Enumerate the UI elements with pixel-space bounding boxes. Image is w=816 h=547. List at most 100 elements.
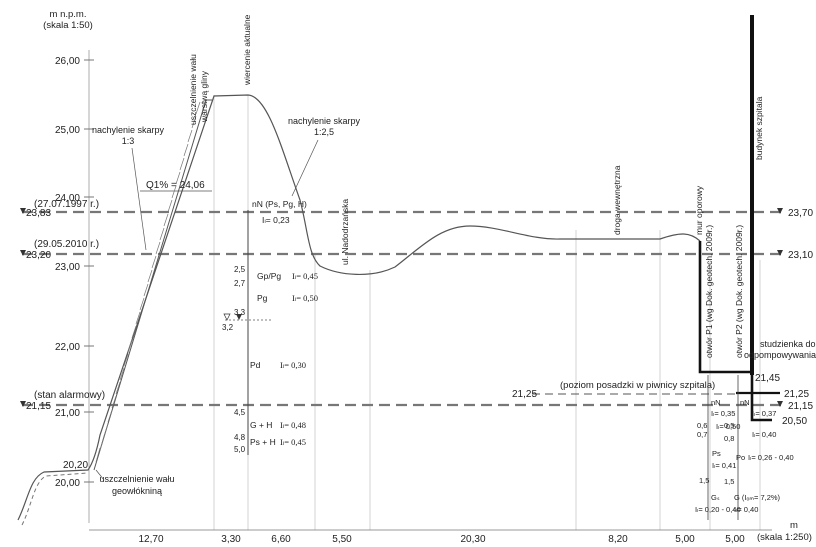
dim-3: 6,60 — [271, 534, 291, 545]
seal-clay-label-2: warstwą gliny — [199, 70, 209, 123]
log-PsH: Ps + H — [250, 437, 276, 447]
level-2125-left: 21,25 — [512, 389, 537, 400]
level-2050-label: 20,50 — [782, 416, 807, 427]
tick-2300: 23,00 — [55, 262, 80, 273]
terrain-profile-dashed — [21, 472, 89, 526]
level-2115-label: 21,15 — [26, 401, 51, 412]
inner-road-label: droga wewnętrzna — [612, 165, 622, 235]
level-2145-label: 21,45 — [755, 373, 780, 384]
boring-log-p2: nN Iₗ= 0,37 0,5 0,8 Iₗ= 0,40 Po Iₗ= 0,26… — [724, 375, 794, 520]
tick-2400: 24,00 — [55, 193, 80, 204]
water-levels — [22, 210, 784, 407]
elevation-ticks: 26,00 25,00 24,00 23,00 22,00 21,00 20,0… — [55, 56, 94, 489]
p2-il1: Iₗ= 0,37 — [752, 409, 776, 418]
geotex-label-2: geowłókniną — [112, 486, 162, 496]
slope-right-label-1: nachylenie skarpy — [288, 116, 361, 126]
level-2383-label: 23,83 — [26, 208, 51, 219]
slope-left-label-1: nachylenie skarpy — [92, 125, 165, 135]
seal-clay-label-1: uszczelnienie wału — [188, 54, 198, 125]
manhole-label-1: studzienka do — [760, 339, 816, 349]
log-GH: G + H — [250, 420, 272, 430]
boring-log-p1: nN Iₗ= 0,35 0,6 0,7 Iₗ= 0,50 Ps Iₗ= 0,41… — [695, 375, 741, 520]
tick-2600: 26,00 — [55, 56, 80, 67]
p2-d08: 0,8 — [724, 434, 734, 443]
dim-5: 20,30 — [460, 534, 485, 545]
tick-2000: 20,00 — [55, 478, 80, 489]
floor-note: (poziom posadzki w piwnicy szpitala) — [560, 380, 715, 391]
slope-right-leader — [291, 139, 319, 197]
tick-2200: 22,00 — [55, 342, 80, 353]
p1-Ps: Ps — [712, 449, 721, 458]
boring-log-main: nN (Ps, Pg, H) Iₗ= 0,23 2,5 2,7 Gp/Pg Iₗ… — [222, 199, 318, 455]
geotex-leader — [95, 469, 105, 481]
log-GpPg-il: Iₗ= 0,45 — [292, 271, 318, 281]
p1-d07: 0,7 — [697, 430, 707, 439]
level-2125-label: 21,25 — [784, 389, 809, 400]
log-PsH-il: Iₗ= 0,45 — [280, 437, 306, 447]
unit-label: m n.p.m. — [50, 9, 87, 20]
level-2320-label: 23,20 — [26, 250, 51, 261]
bore-p2-label: otwór P2 (wg Dok. geotech. 2009r.) — [734, 225, 744, 358]
log-Pg: Pg — [257, 293, 268, 303]
level-2020-label: 20,20 — [63, 460, 88, 471]
clay-seal-layer — [93, 99, 212, 471]
p2-il4: Iₗ= 0,40 — [734, 505, 758, 514]
level-markers — [20, 208, 26, 407]
scale-label: (skala 1:50) — [43, 20, 93, 31]
station-lines — [213, 95, 761, 530]
level-2115-note: (stan alarmowy) — [34, 390, 105, 401]
p2-G: G (Iₒₘ= 7,2%) — [734, 493, 781, 502]
q1-label: Q1% = 24,06 — [146, 180, 205, 191]
log-d33: 3,3 — [234, 308, 246, 317]
dim-6: 8,20 — [608, 534, 628, 545]
dim-7: 5,00 — [675, 534, 695, 545]
basement-outline — [698, 241, 772, 422]
retaining-wall-label: mur oporowy — [694, 185, 704, 235]
level-2383-date: (27.07.1997 r.) — [34, 199, 99, 210]
level-2320-date: (29.05.2010 r.) — [34, 239, 99, 250]
dim-1: 12,70 — [138, 534, 163, 545]
slope-left-leader — [131, 147, 147, 251]
dim-8: 5,00 — [725, 534, 745, 545]
log-d45: 4,5 — [234, 408, 246, 417]
tick-2500: 25,00 — [55, 125, 80, 136]
p1-d15: 1,5 — [699, 476, 709, 485]
bottom-unit: m — [790, 520, 798, 531]
slope-right-label-2: 1:2,5 — [314, 127, 334, 137]
log-d50: 5,0 — [234, 445, 246, 454]
p1-il1: Iₗ= 0,35 — [711, 409, 735, 418]
slope-left-label-2: 1:3 — [122, 136, 135, 146]
bore-p1-label: otwór P1 (wg Dok. geotech. 2009r.) — [704, 225, 714, 358]
p2-nN: nN — [740, 398, 750, 407]
log-nN: nN (Ps, Pg, H) — [252, 199, 307, 209]
log-d32: 3,2 — [222, 323, 234, 332]
dimension-values: 12,70 3,30 6,60 5,50 20,30 8,20 5,00 5,0… — [138, 534, 745, 545]
log-Pd: Pd — [250, 360, 261, 370]
log-Pg-il: Iₗ= 0,50 — [292, 293, 318, 303]
dim-2: 3,30 — [221, 534, 241, 545]
log-GpPg: Gp/Pg — [257, 271, 281, 281]
p1-d06: 0,6 — [697, 421, 707, 430]
right-level-markers — [777, 208, 783, 407]
manhole-label-2: odpompowywania wody — [744, 350, 816, 360]
p2-il3: Iₗ= 0,26 - 0,40 — [748, 453, 794, 462]
level-2310-label: 23,10 — [788, 250, 813, 261]
p2-Po: Po — [736, 453, 745, 462]
log-Pd-il: Iₗ= 0,30 — [280, 360, 306, 370]
terrain-profile — [17, 94, 701, 521]
p1-Gs: Gₛ — [711, 493, 720, 502]
drilling-label: wiercenie aktualne — [242, 14, 252, 86]
p1-il2: Iₗ= 0,50 — [716, 422, 740, 431]
log-d48: 4,8 — [234, 433, 246, 442]
log-GH-il: Iₗ= 0,48 — [280, 420, 306, 430]
street-label: ul. Nadodrzańska — [340, 199, 350, 265]
log-nN-il: Iₗ= 0,23 — [262, 215, 290, 225]
level-2370-label: 23,70 — [788, 208, 813, 219]
log-d25: 2,5 — [234, 265, 246, 274]
clay-seal-hatch — [95, 101, 201, 463]
dim-4: 5,50 — [332, 534, 352, 545]
p1-nN: nN — [711, 398, 721, 407]
bottom-scale: (skala 1:250) — [757, 532, 812, 543]
